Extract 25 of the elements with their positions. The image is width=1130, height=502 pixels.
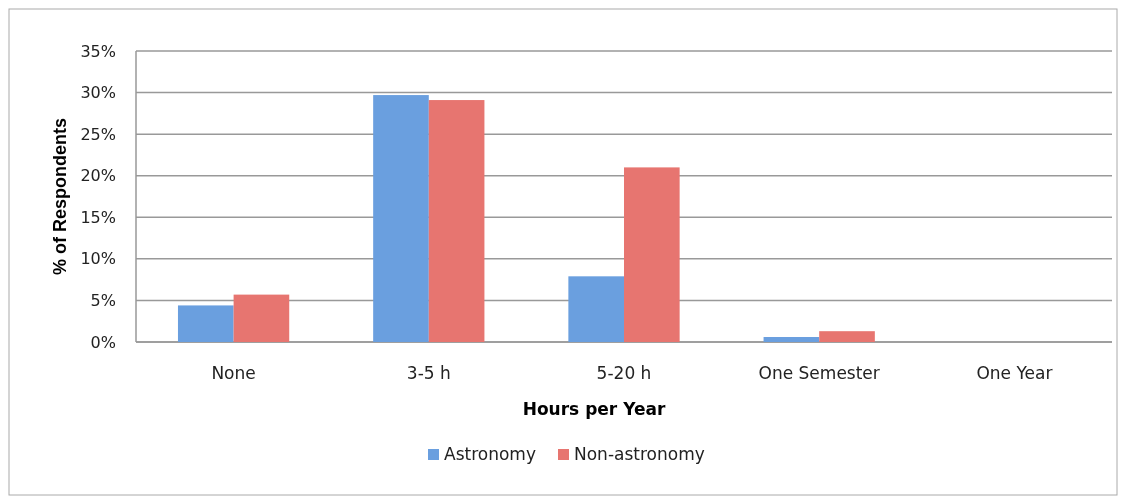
x-tick-label: 3-5 h [406, 363, 451, 383]
x-axis-title: Hours per Year [522, 399, 666, 419]
y-tick-label: 25% [80, 124, 116, 144]
bar [624, 167, 680, 342]
bar [568, 276, 624, 342]
y-tick-label: 5% [90, 291, 116, 311]
bar [373, 95, 429, 342]
y-tick-label: 0% [90, 332, 116, 352]
bar [233, 294, 290, 342]
x-tick-label: 5-20 h [596, 363, 652, 383]
x-tick-label: None [211, 363, 256, 383]
y-tick-label: 30% [80, 83, 116, 103]
bar [177, 305, 234, 342]
y-tick-label: 20% [80, 166, 116, 186]
legend-label: Astronomy [444, 444, 536, 464]
legend-label: Non-astronomy [574, 444, 705, 464]
x-tick-label: One Semester [758, 363, 880, 383]
y-axis-title: % of Respondents [50, 117, 70, 276]
bar [819, 331, 875, 342]
y-tick-label: 10% [80, 249, 116, 269]
bar [763, 337, 820, 342]
y-tick-label: 35% [80, 41, 116, 61]
x-tick-label: One Year [976, 363, 1053, 383]
bar [428, 100, 485, 342]
y-tick-label: 15% [80, 207, 116, 227]
